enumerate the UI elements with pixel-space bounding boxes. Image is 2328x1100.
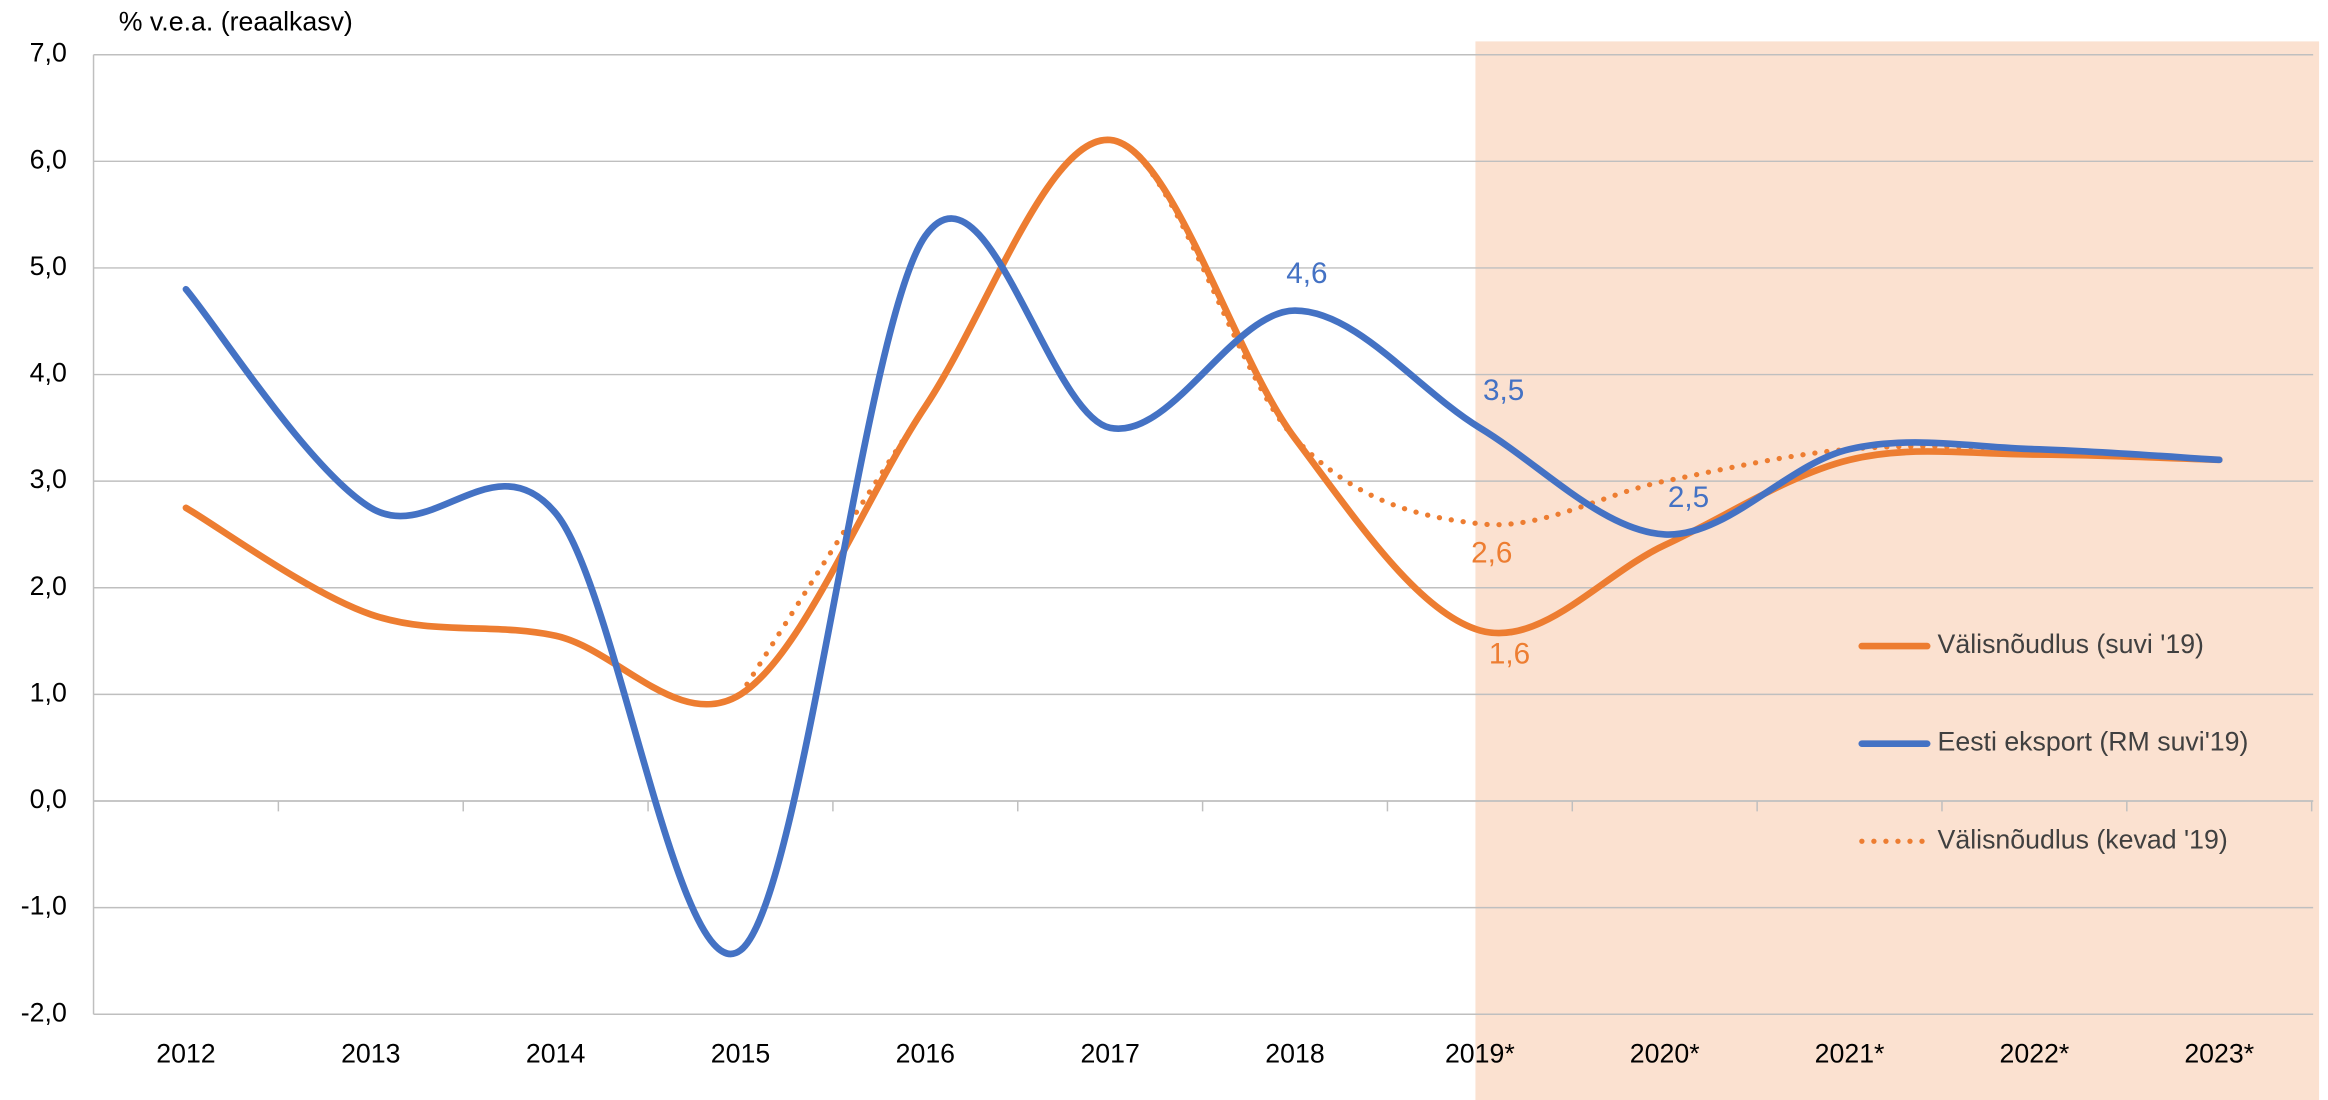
data-label: 4,6	[1286, 257, 1327, 290]
x-tick-label: 2018	[1265, 1039, 1324, 1069]
x-tick-label: 2012	[156, 1039, 215, 1069]
x-tick-label: 2016	[896, 1039, 955, 1069]
x-tick-label: 2021*	[1815, 1039, 1885, 1069]
x-tick-label: 2013	[341, 1039, 400, 1069]
series-line	[737, 137, 2222, 697]
legend: Välisnõudlus (suvi '19) Eesti eksport (RM…	[1858, 629, 2249, 854]
x-tick-label: 2014	[526, 1039, 586, 1069]
x-tick-label: 2015	[711, 1039, 770, 1069]
y-tick-label: 6,0	[30, 144, 67, 174]
y-tick-label: 2,0	[30, 571, 67, 601]
y-tick-label: 7,0	[30, 38, 67, 68]
x-tick-label: 2017	[1080, 1039, 1139, 1069]
legend-label: Välisnõudlus (kevad '19)	[1938, 824, 2228, 854]
x-tick-label: 2019*	[1445, 1039, 1515, 1069]
x-tick-label: 2020*	[1630, 1039, 1700, 1069]
y-tick-label: 4,0	[30, 358, 67, 388]
data-label: 2,5	[1668, 481, 1709, 514]
series-line	[182, 136, 2223, 708]
data-label: 2,6	[1471, 537, 1512, 570]
y-tick-label: -1,0	[21, 891, 67, 921]
y-tick-label: -2,0	[21, 997, 67, 1027]
data-label: 1,6	[1489, 637, 1530, 670]
legend-label: Välisnõudlus (suvi '19)	[1938, 629, 2204, 659]
y-axis-label: % v.e.a. (reaalkasv)	[119, 7, 353, 37]
forecast-shading	[1475, 41, 2320, 1100]
data-label: 3,5	[1483, 374, 1524, 407]
y-tick-label: 5,0	[30, 251, 67, 281]
y-tick-label: 0,0	[30, 784, 67, 814]
y-tick-label: 1,0	[30, 677, 67, 707]
y-tick-label: 3,0	[30, 464, 67, 494]
x-tick-label: 2022*	[1999, 1039, 2069, 1069]
x-tick-label: 2023*	[2184, 1039, 2254, 1069]
series-line	[182, 215, 2223, 957]
legend-label: Eesti eksport (RM suvi'19)	[1938, 727, 2249, 757]
